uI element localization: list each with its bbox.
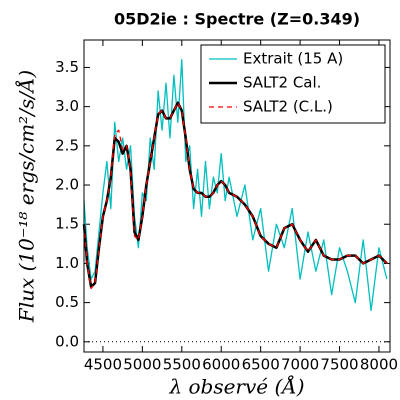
y-tick-label: 2.0 bbox=[55, 176, 79, 194]
x-tick-label: 5000 bbox=[123, 356, 161, 374]
y-tick-label: 3.5 bbox=[55, 58, 79, 76]
y-tick-label: 2.5 bbox=[55, 136, 79, 154]
x-tick-label: 7000 bbox=[281, 356, 319, 374]
chart-title: 05D2ie : Spectre (Z=0.349) bbox=[114, 10, 360, 29]
x-tick-label: 8000 bbox=[360, 356, 398, 374]
y-tick-label: 1.5 bbox=[55, 215, 79, 233]
series-line bbox=[83, 102, 388, 290]
y-tick-label: 3.0 bbox=[55, 97, 79, 115]
y-tick-label: 0.0 bbox=[55, 332, 79, 350]
legend-box bbox=[200, 44, 386, 124]
x-tick-label: 7500 bbox=[320, 356, 358, 374]
x-tick-label: 5500 bbox=[163, 356, 201, 374]
series-line bbox=[82, 101, 388, 289]
legend-label: Extrait (15 A) bbox=[243, 50, 343, 68]
y-tick-label: 1.0 bbox=[55, 254, 79, 272]
x-tick-label: 4500 bbox=[84, 356, 122, 374]
x-tick-label: 6500 bbox=[242, 356, 280, 374]
y-tick-label: 0.5 bbox=[55, 293, 79, 311]
y-axis-label: Flux (10⁻¹⁸ ergs/cm²/s/Å) bbox=[14, 70, 39, 323]
x-tick-label: 6000 bbox=[202, 356, 240, 374]
legend-label: SALT2 (C.L.) bbox=[243, 98, 333, 116]
plot-frame bbox=[83, 39, 391, 353]
legend-label: SALT2 Cal. bbox=[243, 74, 321, 92]
x-axis-label: λ observé (Å) bbox=[168, 374, 304, 399]
